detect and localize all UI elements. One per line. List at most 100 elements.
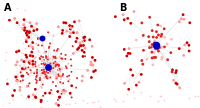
Point (155, 44, 158, 45)
Point (47, 67, 51, 69)
Point (181, 14, 185, 16)
Point (46, 70, 50, 71)
Point (151, 30, 154, 32)
Point (44, 74, 47, 75)
Point (35, 80, 38, 82)
Point (127, 88, 130, 90)
Point (34, 97, 37, 98)
Point (41, 72, 44, 74)
Point (75, 77, 79, 79)
Point (8, 19, 11, 21)
Point (91, 64, 94, 66)
Point (61, 33, 64, 34)
Point (62, 90, 65, 91)
Point (53, 50, 56, 51)
Point (63, 93, 66, 94)
Point (41, 56, 45, 58)
Point (52, 57, 56, 59)
Point (170, 38, 173, 40)
Point (29, 69, 32, 71)
Point (61, 75, 64, 76)
Point (33, 72, 36, 74)
Point (68, 36, 71, 37)
Point (39, 99, 42, 101)
Point (58, 96, 61, 98)
Point (25, 72, 28, 74)
Point (19, 71, 22, 73)
Point (178, 48, 181, 49)
Point (46, 56, 49, 58)
Point (25, 39, 28, 41)
Point (71, 45, 74, 47)
Point (15, 79, 19, 81)
Point (40, 99, 43, 101)
Point (51, 81, 55, 83)
Point (97, 100, 100, 102)
Point (47, 56, 50, 57)
Point (27, 85, 30, 87)
Point (91, 45, 94, 47)
Point (137, 82, 141, 83)
Point (69, 32, 72, 34)
Point (188, 22, 191, 24)
Point (128, 53, 132, 54)
Point (48, 70, 52, 72)
Point (60, 93, 63, 95)
Point (48, 58, 52, 60)
Point (40, 56, 43, 57)
Point (67, 80, 70, 82)
Point (47, 92, 50, 94)
Point (37, 38, 40, 40)
Point (54, 65, 57, 67)
Point (64, 22, 67, 24)
Point (25, 56, 28, 58)
Point (90, 77, 93, 78)
Point (67, 75, 71, 76)
Point (148, 95, 151, 97)
Point (89, 61, 93, 63)
Point (55, 103, 58, 104)
Point (60, 76, 63, 78)
Point (33, 63, 37, 65)
Point (18, 89, 21, 91)
Point (123, 83, 126, 84)
Point (22, 69, 26, 70)
Point (30, 72, 33, 74)
Point (29, 44, 32, 46)
Point (31, 66, 34, 68)
Point (60, 57, 63, 59)
Point (39, 101, 43, 102)
Point (150, 57, 154, 59)
Point (182, 18, 186, 20)
Point (14, 76, 18, 78)
Point (127, 48, 131, 49)
Point (132, 97, 135, 99)
Point (46, 78, 49, 79)
Point (129, 69, 132, 71)
Point (178, 87, 181, 89)
Point (140, 74, 143, 75)
Point (27, 61, 31, 63)
Point (150, 51, 153, 53)
Point (148, 41, 151, 43)
Point (77, 47, 80, 49)
Point (148, 47, 151, 48)
Point (70, 85, 73, 87)
Point (56, 99, 59, 101)
Point (187, 97, 190, 99)
Point (160, 46, 163, 48)
Point (90, 102, 93, 103)
Point (52, 62, 55, 64)
Point (34, 65, 37, 67)
Point (132, 11, 136, 12)
Point (38, 57, 41, 59)
Point (80, 45, 83, 47)
Point (46, 61, 49, 62)
Point (61, 30, 64, 31)
Point (48, 46, 51, 48)
Point (156, 24, 159, 26)
Point (42, 59, 45, 61)
Point (129, 22, 132, 24)
Point (82, 37, 85, 38)
Point (15, 80, 18, 82)
